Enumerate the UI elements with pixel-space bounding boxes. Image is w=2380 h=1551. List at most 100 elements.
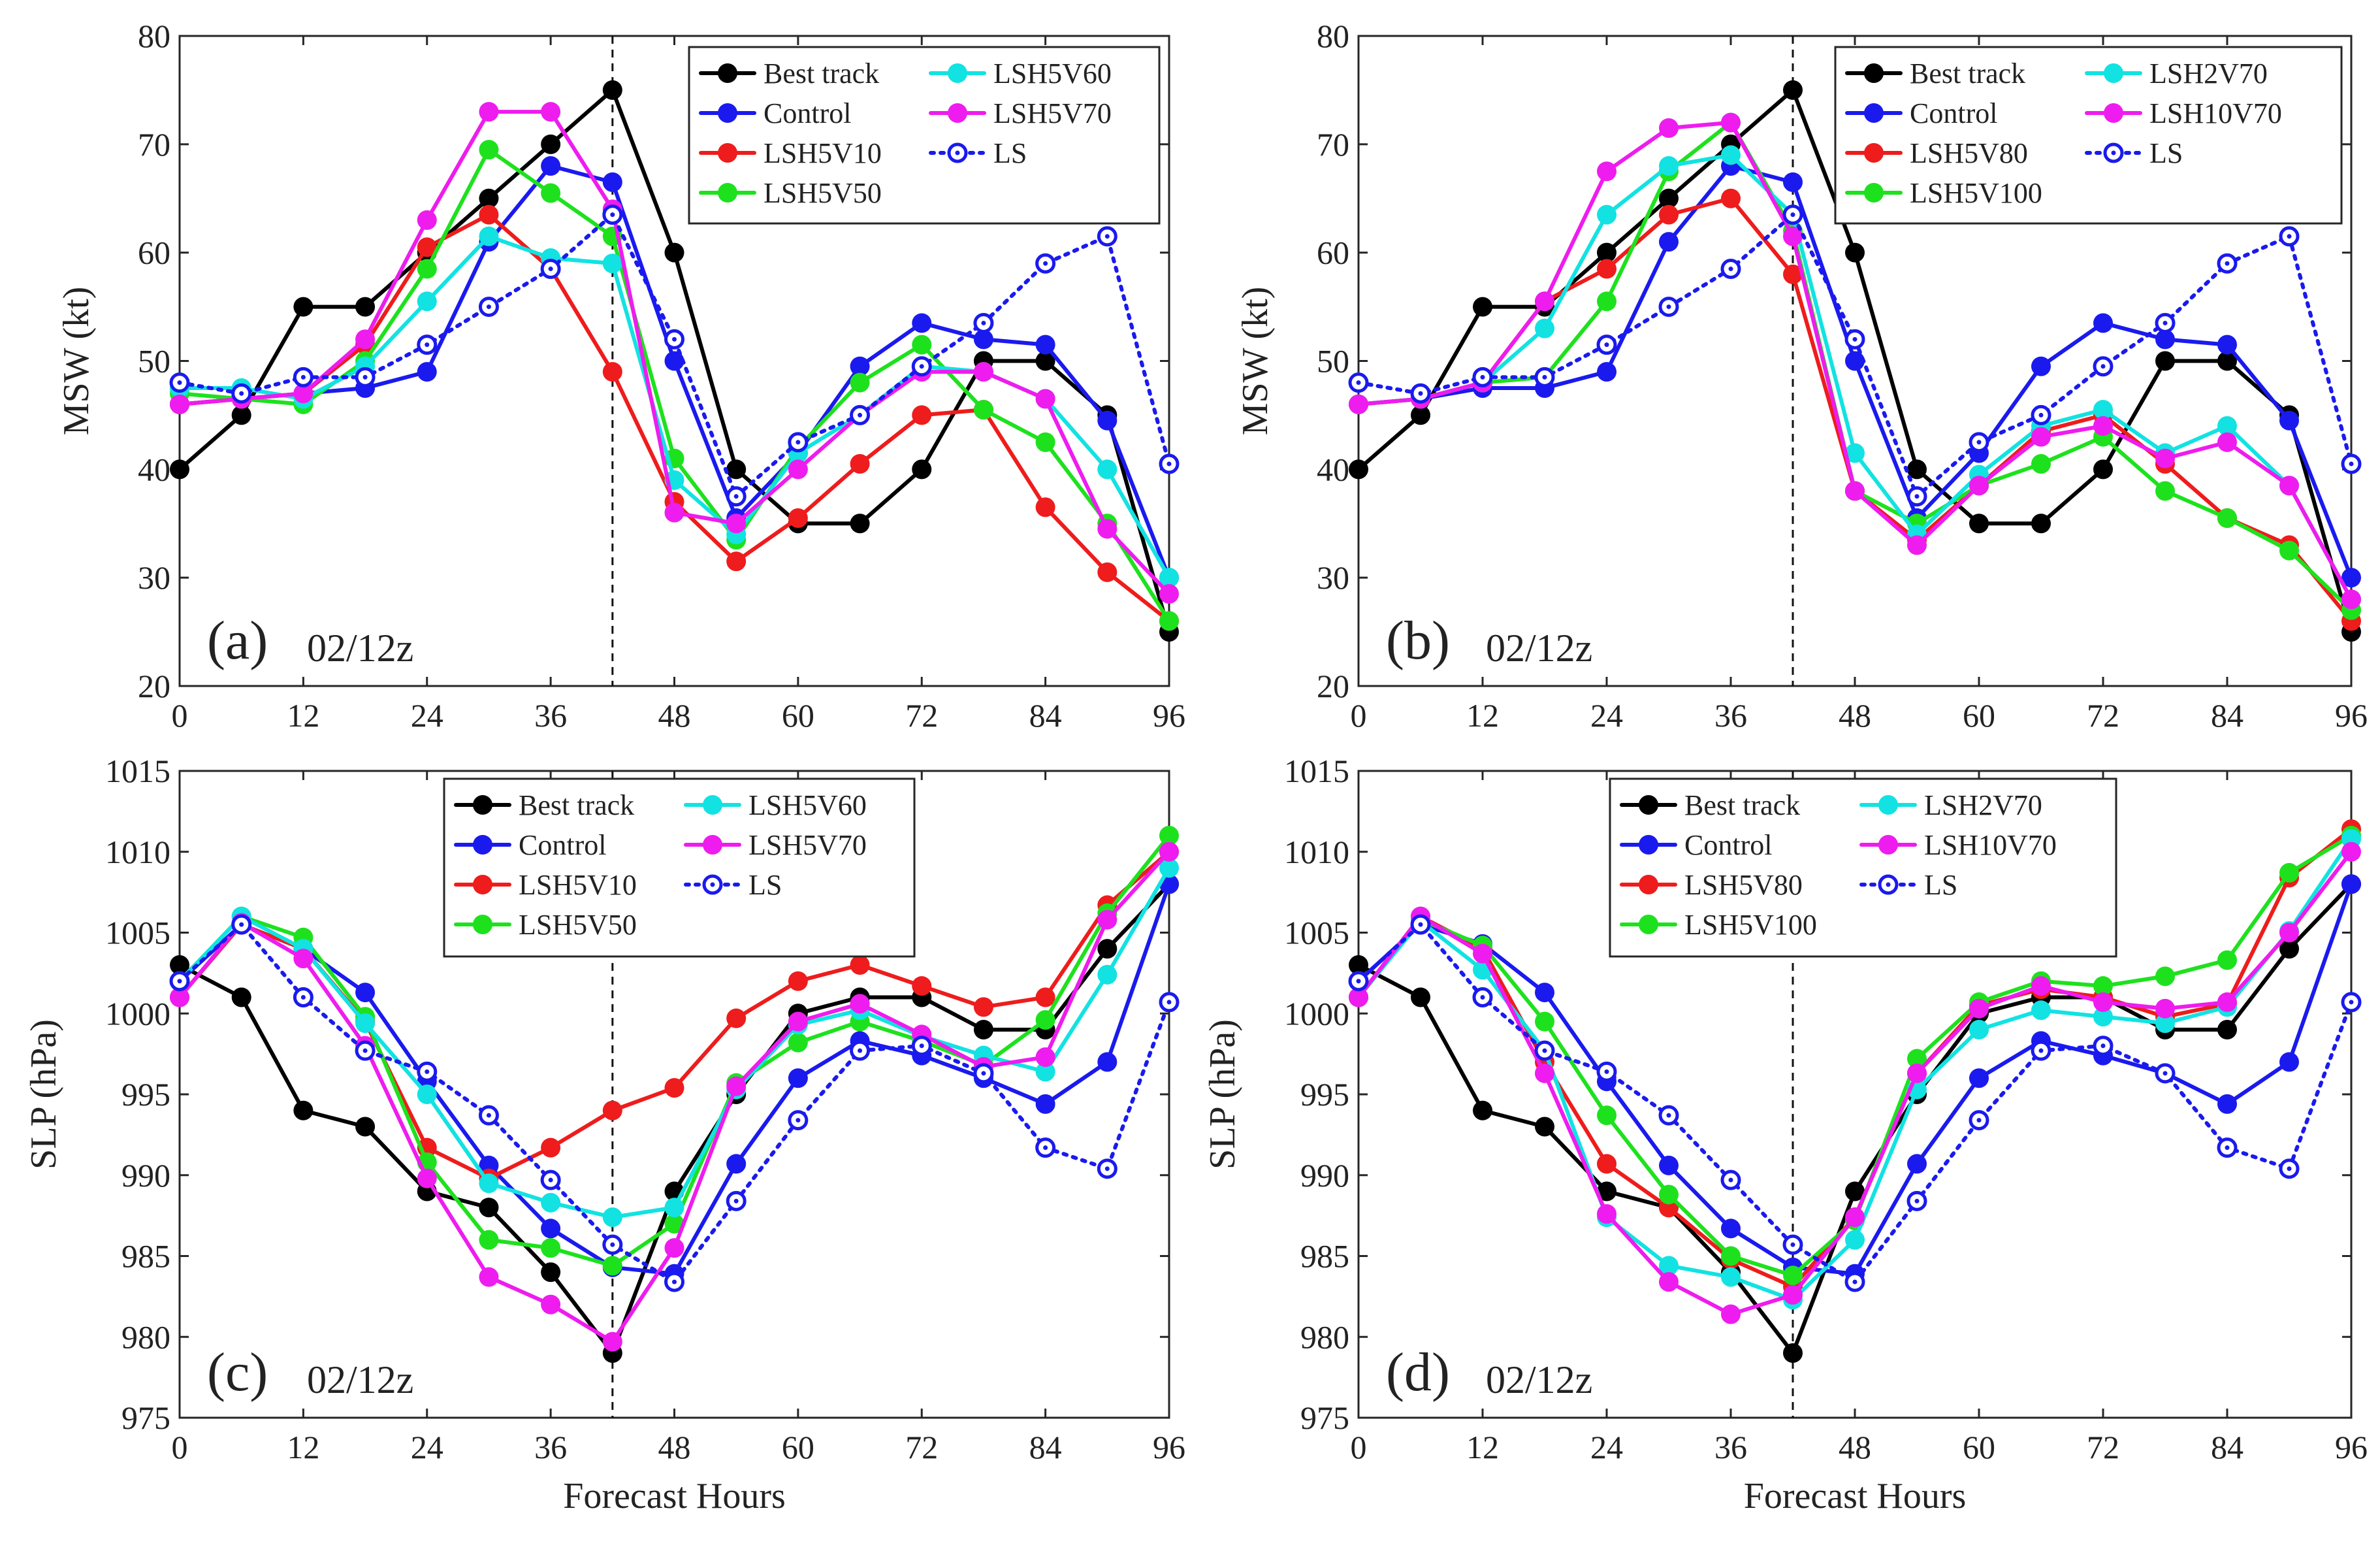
data-point	[2093, 459, 2113, 480]
data-point	[1097, 519, 1118, 539]
legend-label: LSH10V70	[2149, 97, 2282, 129]
data-point	[726, 1154, 747, 1174]
data-point-center	[1976, 440, 1982, 445]
data-point-center	[1790, 212, 1795, 218]
data-point	[1159, 858, 1179, 878]
data-point	[541, 183, 561, 203]
y-axis-label: SLP (hPa)	[24, 1019, 64, 1169]
data-point	[1035, 987, 1055, 1007]
data-point	[479, 1198, 499, 1218]
x-tick-label: 84	[1029, 1429, 1062, 1465]
legend: Best track Control LSH5V10 LSH5V50 LSH5V60 LS…	[443, 777, 916, 958]
data-point-center	[2100, 1043, 2106, 1049]
legend-swatch-marker-center	[1886, 882, 1891, 887]
data-point	[2093, 313, 2113, 333]
legend-item: LS	[684, 869, 782, 901]
data-point	[1159, 826, 1179, 845]
legend-swatch-marker	[1639, 795, 1658, 815]
legend-item: LSH5V100	[1845, 177, 2042, 209]
data-point	[850, 454, 870, 474]
data-point	[1597, 1204, 1616, 1224]
data-point	[973, 400, 993, 420]
data-point	[1535, 1117, 1554, 1137]
data-point	[973, 329, 993, 350]
data-point-center	[1542, 1048, 1547, 1053]
data-point-center	[486, 1113, 491, 1118]
data-point	[170, 987, 189, 1007]
data-point	[355, 983, 376, 1003]
data-point	[1035, 389, 1055, 409]
data-point-center	[1166, 1000, 1172, 1005]
data-point	[602, 1207, 622, 1228]
x-tick-label: 84	[2211, 697, 2243, 734]
x-tick-label: 0	[172, 697, 188, 734]
data-point-center	[919, 1043, 924, 1049]
data-point	[1535, 1011, 1554, 1032]
x-tick-label: 24	[411, 697, 443, 734]
legend-label: Best track	[519, 789, 634, 821]
data-point-center	[2349, 461, 2354, 466]
data-point	[1535, 983, 1554, 1003]
legend-item: LSH5V60	[929, 57, 1112, 90]
data-point-center	[1666, 1113, 1671, 1118]
y-tick-label: 975	[1300, 1399, 1349, 1436]
data-point	[726, 459, 747, 480]
data-point	[1597, 362, 1616, 382]
data-point-center	[858, 412, 863, 417]
data-point	[1597, 259, 1616, 279]
y-axis-label: SLP (hPa)	[1202, 1019, 1243, 1169]
data-point	[664, 242, 684, 263]
panel-date-label: 02/12z	[1486, 627, 1592, 670]
data-point	[973, 362, 993, 382]
panel-label: (c)	[207, 1342, 268, 1403]
data-point	[1969, 476, 1989, 496]
y-tick-label: 995	[1300, 1076, 1349, 1113]
legend-label: LSH5V60	[993, 57, 1112, 90]
data-point	[788, 971, 808, 991]
data-point	[2279, 476, 2299, 496]
data-point-center	[610, 1242, 615, 1247]
legend-swatch-marker	[2104, 103, 2123, 123]
y-tick-label: 40	[138, 451, 170, 487]
legend-swatch-marker	[473, 875, 492, 894]
data-point	[2031, 427, 2051, 447]
legend-item: LSH2V70	[2085, 57, 2268, 90]
data-point	[479, 140, 499, 160]
data-point	[1783, 172, 1803, 192]
data-point	[1597, 1105, 1616, 1126]
x-tick-label: 60	[782, 697, 814, 734]
data-point-center	[1666, 304, 1671, 310]
panel-label: (b)	[1386, 610, 1450, 671]
data-point-center	[733, 494, 739, 499]
data-point	[355, 329, 376, 350]
data-point	[664, 351, 684, 371]
legend-label: Control	[764, 97, 851, 129]
panel-date-label: 02/12z	[1486, 1358, 1592, 1401]
data-point	[1159, 841, 1179, 862]
data-point	[1907, 535, 1927, 555]
x-tick-label: 12	[287, 697, 319, 734]
legend-item: LSH10V70	[1859, 829, 2057, 861]
legend-label: Best track	[1684, 789, 1800, 821]
y-tick-label: 70	[138, 126, 170, 163]
legend-box	[1609, 777, 2117, 958]
legend-box	[443, 777, 916, 958]
data-point-center	[733, 1198, 739, 1203]
panel-date-label: 02/12z	[307, 627, 413, 670]
data-point-center	[610, 212, 615, 218]
data-point	[1969, 514, 1989, 534]
legend-swatch-marker	[1864, 143, 1884, 163]
data-point	[1035, 335, 1055, 355]
data-point-center	[1976, 1118, 1982, 1123]
x-tick-label: 24	[1590, 1429, 1623, 1465]
data-point	[1035, 497, 1055, 517]
data-point	[1907, 459, 1927, 480]
data-point	[602, 362, 622, 382]
x-tick-label: 48	[658, 697, 691, 734]
legend-swatch-marker-center	[2111, 150, 2116, 155]
x-tick-label: 60	[1963, 1429, 1995, 1465]
data-point-center	[1790, 1242, 1795, 1247]
series-ls	[1348, 914, 2362, 1292]
data-point	[417, 362, 437, 382]
data-point	[2341, 874, 2361, 894]
